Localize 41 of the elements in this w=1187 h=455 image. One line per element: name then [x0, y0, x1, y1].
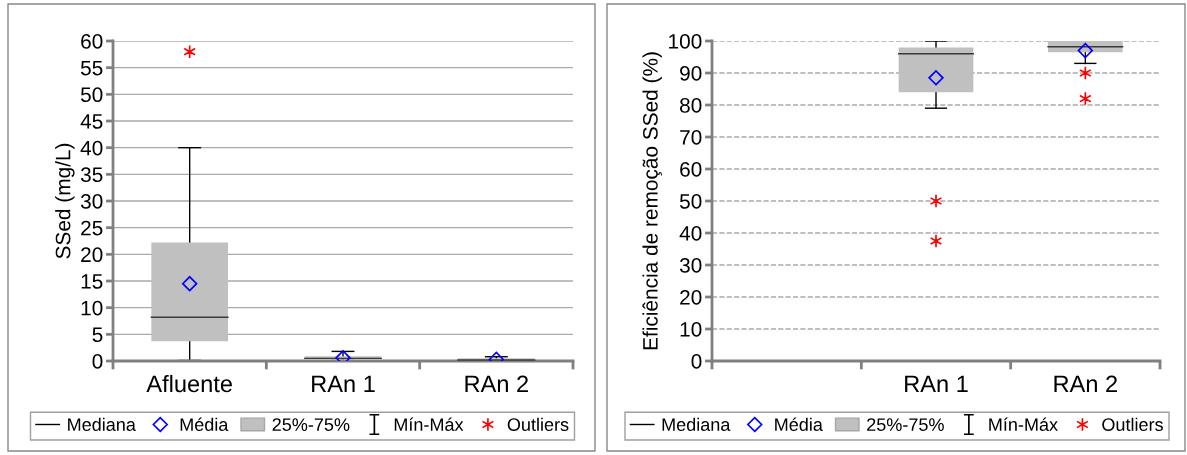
y-tick-label: 80	[680, 98, 702, 113]
text: Mín-Máx	[394, 417, 464, 431]
y-tick-label: 50	[80, 87, 103, 103]
text: Média	[180, 417, 229, 431]
text: Média	[775, 417, 823, 431]
y-tick-label: 40	[679, 226, 702, 241]
y-tick-label: 55	[80, 60, 103, 76]
x-tick-label: RAn 2	[1054, 375, 1117, 392]
y-tick-label: 10	[680, 322, 702, 337]
text: Mediana	[68, 417, 136, 431]
x-tick-label: RAn 2	[465, 375, 528, 392]
text: Outliers	[1102, 417, 1163, 431]
text: Outliers	[507, 417, 569, 431]
y-tick-label: 60	[680, 162, 702, 177]
y-tick-label: 10	[81, 300, 103, 316]
text: Mediana	[662, 417, 731, 431]
y-axis-title: SSed (mg/L)	[55, 143, 75, 259]
y-tick-label: 5	[92, 327, 103, 343]
text: 25%-75%	[272, 418, 350, 431]
x-tick-label: RAn 1	[905, 375, 968, 392]
text: Mín-Máx	[989, 417, 1058, 431]
y-tick-label: 30	[679, 258, 702, 273]
y-tick-label: 0	[92, 354, 103, 369]
y-tick-label: 70	[680, 130, 702, 145]
y-tick-label: 100	[669, 34, 702, 49]
y-tick-label: 15	[81, 274, 103, 289]
y-axis-title: Eficiência de remoção SSed (%)	[642, 52, 662, 350]
y-tick-label: 35	[80, 167, 103, 183]
y-tick-label: 45	[80, 114, 103, 129]
y-tick-label: 25	[81, 220, 103, 236]
text: 25%-75%	[867, 418, 944, 431]
y-tick-label: 90	[680, 66, 702, 81]
y-tick-label: 30	[80, 194, 103, 209]
y-tick-label: 50	[679, 194, 702, 209]
y-tick-label: 20	[81, 247, 103, 263]
x-tick-label: Afluente	[146, 374, 232, 393]
x-tick-label: RAn 1	[312, 375, 375, 392]
y-tick-label: 60	[81, 34, 103, 49]
y-tick-label: 0	[691, 354, 702, 369]
y-tick-label: 20	[680, 290, 702, 305]
y-tick-label: 40	[80, 140, 103, 156]
